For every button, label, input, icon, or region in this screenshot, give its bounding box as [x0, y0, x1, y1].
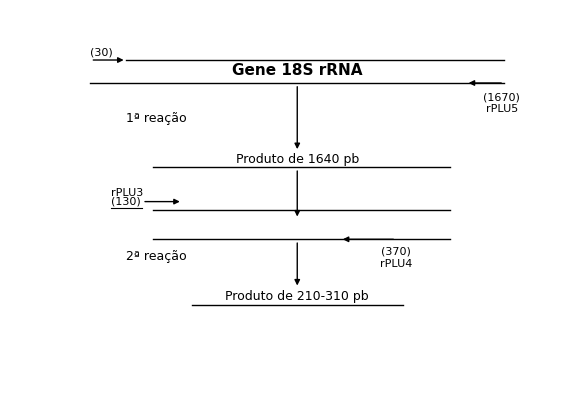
- Text: Produto de 210-310 pb: Produto de 210-310 pb: [226, 290, 369, 303]
- Text: 1ª reação: 1ª reação: [126, 112, 187, 125]
- Text: (130): (130): [111, 197, 140, 207]
- Text: 2ª reação: 2ª reação: [126, 250, 187, 263]
- Text: (370)
rPLU4: (370) rPLU4: [380, 247, 412, 269]
- Text: rPLU3: rPLU3: [111, 188, 143, 198]
- Text: (30): (30): [90, 48, 113, 58]
- Text: Gene 18S rRNA: Gene 18S rRNA: [232, 63, 362, 78]
- Text: (1670)
rPLU5: (1670) rPLU5: [483, 92, 520, 114]
- Text: Produto de 1640 pb: Produto de 1640 pb: [235, 153, 359, 166]
